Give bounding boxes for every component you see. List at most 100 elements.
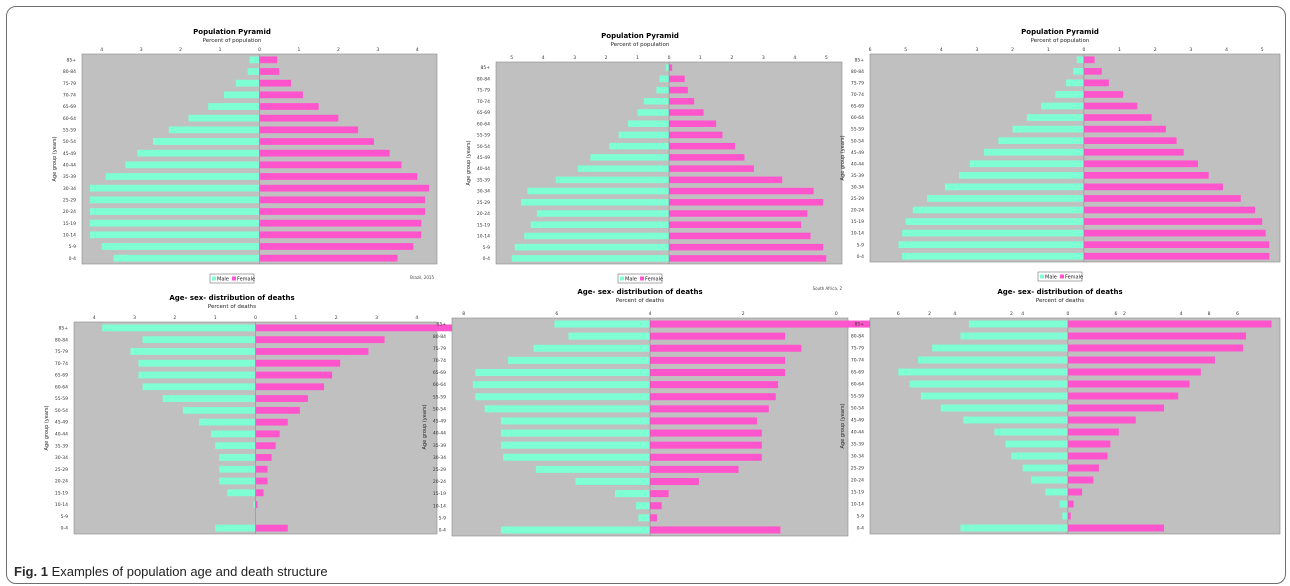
female-bar xyxy=(1083,160,1198,168)
chart-svg: Age- sex- distribution of deaths Percent … xyxy=(44,294,482,535)
y-tick-label: 55-59 xyxy=(851,394,864,400)
x-tick-label: 6 xyxy=(897,311,900,317)
y-tick-label: 40-44 xyxy=(63,162,76,168)
y-tick-label: 75-79 xyxy=(851,346,864,352)
x-tick-label: 2 xyxy=(1123,311,1126,317)
x-tick-label: 4 xyxy=(416,47,419,53)
y-tick-label: 55-59 xyxy=(63,127,76,133)
female-bar xyxy=(669,131,723,139)
female-bar xyxy=(650,332,786,340)
y-tick-label: 35-39 xyxy=(63,174,76,180)
x-tick-label: 8 xyxy=(462,311,465,317)
female-bar xyxy=(255,489,264,497)
male-bar xyxy=(1041,102,1084,110)
female-bar xyxy=(1083,125,1166,133)
male-bar xyxy=(927,195,1084,202)
y-tick-label: 65-69 xyxy=(851,370,864,376)
x-tick-label: 3 xyxy=(1189,47,1192,53)
y-tick-label: 80-84 xyxy=(63,69,76,75)
y-tick-label: 65-69 xyxy=(851,104,864,110)
female-bar xyxy=(255,442,276,450)
y-tick-label: 45-49 xyxy=(477,155,490,161)
male-bar xyxy=(227,489,256,497)
female-bar xyxy=(259,56,278,64)
male-bar xyxy=(199,418,256,426)
legend-female-label: Female xyxy=(237,277,255,283)
y-tick-label: 60-64 xyxy=(851,115,864,121)
female-bar xyxy=(1083,137,1177,145)
x-tick-label: 0 xyxy=(1066,311,1069,317)
x-tick-label: 4 xyxy=(1225,47,1228,53)
female-bar xyxy=(1067,512,1071,520)
female-bar xyxy=(255,348,369,355)
x-tick-label: 1 xyxy=(1047,47,1050,53)
y-tick-label: 50-54 xyxy=(851,406,864,412)
x-tick-label: 1 xyxy=(636,55,639,61)
y-tick-label: 0-4 xyxy=(61,526,68,532)
male-bar xyxy=(484,405,650,413)
chart-svg: Age- sex- distribution of deaths Percent … xyxy=(840,288,1281,535)
y-tick-label: 70-74 xyxy=(55,361,68,367)
y-tick-label: 35-39 xyxy=(851,173,864,179)
y-tick-label: 40-44 xyxy=(851,161,864,167)
male-bar xyxy=(590,154,669,161)
y-tick-label: 40-44 xyxy=(433,431,446,437)
y-tick-label: 50-54 xyxy=(477,144,490,150)
female-bar xyxy=(669,199,824,206)
y-tick-label: 70-74 xyxy=(851,92,864,98)
y-tick-label: 5-9 xyxy=(857,242,864,248)
female-bar xyxy=(255,406,300,414)
male-bar xyxy=(898,368,1068,376)
female-bar xyxy=(669,176,783,184)
male-bar xyxy=(959,171,1084,179)
deaths-distribution-2: Age- sex- distribution of deaths Percent … xyxy=(422,284,1211,552)
y-tick-label: 0-4 xyxy=(857,254,864,260)
x-tick-label: 4 xyxy=(1021,311,1024,317)
female-bar xyxy=(1067,464,1100,472)
x-axis-label: Percent of population xyxy=(203,38,262,44)
y-tick-label: 85+ xyxy=(59,325,69,331)
female-bar xyxy=(259,243,414,250)
male-bar xyxy=(643,98,669,105)
female-bar xyxy=(255,324,482,332)
male-bar xyxy=(637,109,669,116)
male-bar xyxy=(137,149,260,157)
deaths-distribution-3: Age- sex- distribution of deaths Percent … xyxy=(840,284,1281,548)
female-bar xyxy=(259,254,398,262)
female-bar xyxy=(669,142,736,150)
y-tick-label: 50-54 xyxy=(433,406,446,412)
y-tick-label: 75-79 xyxy=(477,88,490,94)
y-tick-label: 20-24 xyxy=(851,478,864,484)
male-bar xyxy=(555,176,669,184)
female-bar xyxy=(1067,368,1201,376)
x-tick-label: 3 xyxy=(140,47,143,53)
y-tick-label: 65-69 xyxy=(63,104,76,110)
male-bar xyxy=(577,165,669,172)
y-axis-label: Age group (years) xyxy=(840,135,846,180)
male-bar xyxy=(1026,114,1084,121)
male-bar xyxy=(1059,500,1068,508)
female-bar xyxy=(1083,183,1223,191)
male-bar xyxy=(113,254,260,262)
male-bar xyxy=(188,114,260,122)
female-bar xyxy=(1067,320,1272,328)
y-tick-label: 20-24 xyxy=(63,209,76,215)
female-bar xyxy=(259,114,339,122)
female-bar xyxy=(259,208,426,215)
female-bar xyxy=(255,383,325,391)
chart-note: South Africa, 2 xyxy=(813,286,843,291)
x-tick-label: 2 xyxy=(179,47,182,53)
y-tick-label: 0-4 xyxy=(857,526,864,532)
x-tick-label: 3 xyxy=(375,315,378,321)
male-bar xyxy=(628,120,669,127)
legend-female-swatch xyxy=(232,276,236,281)
female-bar xyxy=(1083,241,1270,249)
male-bar xyxy=(1005,440,1068,448)
female-bar xyxy=(669,221,802,228)
female-bar xyxy=(1067,356,1215,364)
y-tick-label: 55-59 xyxy=(851,127,864,133)
male-bar xyxy=(1045,488,1068,496)
x-tick-label: 1 xyxy=(219,47,222,53)
y-tick-label: 60-64 xyxy=(63,116,76,122)
male-bar xyxy=(1011,452,1068,460)
